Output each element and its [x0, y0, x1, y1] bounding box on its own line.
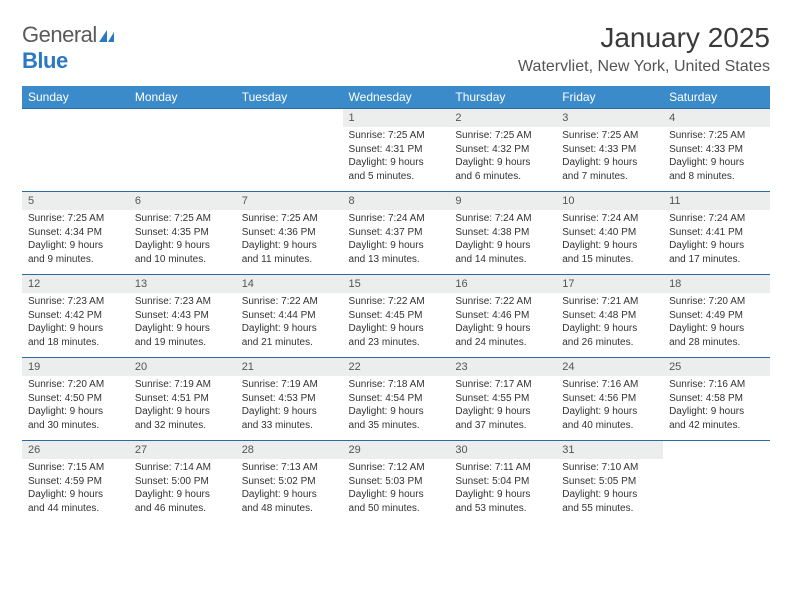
day-number: [663, 441, 770, 460]
daynum-row: 19202122232425: [22, 358, 770, 377]
day-detail: [236, 127, 343, 192]
col-mon: Monday: [129, 86, 236, 109]
day-number: 19: [22, 358, 129, 377]
daynum-row: 12131415161718: [22, 275, 770, 294]
col-wed: Wednesday: [343, 86, 450, 109]
day-detail: Sunrise: 7:14 AMSunset: 5:00 PMDaylight:…: [129, 459, 236, 523]
day-number: 1: [343, 109, 450, 128]
day-detail: Sunrise: 7:22 AMSunset: 4:45 PMDaylight:…: [343, 293, 450, 358]
day-detail: Sunrise: 7:16 AMSunset: 4:56 PMDaylight:…: [556, 376, 663, 441]
day-number: 20: [129, 358, 236, 377]
detail-row: Sunrise: 7:25 AMSunset: 4:34 PMDaylight:…: [22, 210, 770, 275]
day-detail: Sunrise: 7:16 AMSunset: 4:58 PMDaylight:…: [663, 376, 770, 441]
logo: General Blue: [22, 22, 117, 74]
logo-text: General Blue: [22, 22, 117, 74]
col-sun: Sunday: [22, 86, 129, 109]
day-detail: Sunrise: 7:24 AMSunset: 4:40 PMDaylight:…: [556, 210, 663, 275]
day-number: 24: [556, 358, 663, 377]
day-detail: Sunrise: 7:21 AMSunset: 4:48 PMDaylight:…: [556, 293, 663, 358]
header-bar: General Blue January 2025 Watervliet, Ne…: [22, 22, 770, 76]
col-fri: Friday: [556, 86, 663, 109]
day-number: 23: [449, 358, 556, 377]
day-number: 2: [449, 109, 556, 128]
detail-row: Sunrise: 7:25 AMSunset: 4:31 PMDaylight:…: [22, 127, 770, 192]
day-number: 22: [343, 358, 450, 377]
day-number: 10: [556, 192, 663, 211]
day-detail: [129, 127, 236, 192]
day-number: 13: [129, 275, 236, 294]
col-sat: Saturday: [663, 86, 770, 109]
day-number: 9: [449, 192, 556, 211]
day-detail: Sunrise: 7:25 AMSunset: 4:35 PMDaylight:…: [129, 210, 236, 275]
day-detail: Sunrise: 7:17 AMSunset: 4:55 PMDaylight:…: [449, 376, 556, 441]
day-number: 6: [129, 192, 236, 211]
day-number: 27: [129, 441, 236, 460]
day-number: 25: [663, 358, 770, 377]
detail-row: Sunrise: 7:15 AMSunset: 4:59 PMDaylight:…: [22, 459, 770, 523]
day-detail: Sunrise: 7:20 AMSunset: 4:49 PMDaylight:…: [663, 293, 770, 358]
month-title: January 2025: [518, 22, 770, 54]
day-detail: [663, 459, 770, 523]
day-number: 3: [556, 109, 663, 128]
logo-part1: General: [22, 22, 97, 47]
day-detail: Sunrise: 7:25 AMSunset: 4:36 PMDaylight:…: [236, 210, 343, 275]
day-detail: Sunrise: 7:19 AMSunset: 4:53 PMDaylight:…: [236, 376, 343, 441]
day-detail: Sunrise: 7:25 AMSunset: 4:33 PMDaylight:…: [663, 127, 770, 192]
detail-row: Sunrise: 7:23 AMSunset: 4:42 PMDaylight:…: [22, 293, 770, 358]
day-detail: [22, 127, 129, 192]
day-detail: Sunrise: 7:12 AMSunset: 5:03 PMDaylight:…: [343, 459, 450, 523]
day-number: 11: [663, 192, 770, 211]
calendar-body: 1234Sunrise: 7:25 AMSunset: 4:31 PMDayli…: [22, 109, 770, 524]
day-detail: Sunrise: 7:24 AMSunset: 4:37 PMDaylight:…: [343, 210, 450, 275]
day-number: [236, 109, 343, 128]
day-detail: Sunrise: 7:22 AMSunset: 4:44 PMDaylight:…: [236, 293, 343, 358]
detail-row: Sunrise: 7:20 AMSunset: 4:50 PMDaylight:…: [22, 376, 770, 441]
day-number: 4: [663, 109, 770, 128]
location-text: Watervliet, New York, United States: [518, 58, 770, 76]
day-number: 8: [343, 192, 450, 211]
day-number: 5: [22, 192, 129, 211]
day-detail: Sunrise: 7:15 AMSunset: 4:59 PMDaylight:…: [22, 459, 129, 523]
logo-part2: Blue: [22, 48, 68, 73]
day-number: [129, 109, 236, 128]
day-number: [22, 109, 129, 128]
day-number: 29: [343, 441, 450, 460]
day-number: 18: [663, 275, 770, 294]
day-detail: Sunrise: 7:22 AMSunset: 4:46 PMDaylight:…: [449, 293, 556, 358]
day-detail: Sunrise: 7:24 AMSunset: 4:41 PMDaylight:…: [663, 210, 770, 275]
day-detail: Sunrise: 7:10 AMSunset: 5:05 PMDaylight:…: [556, 459, 663, 523]
logo-sail-icon: [98, 29, 116, 43]
day-number: 21: [236, 358, 343, 377]
daynum-row: 567891011: [22, 192, 770, 211]
daynum-row: 1234: [22, 109, 770, 128]
col-tue: Tuesday: [236, 86, 343, 109]
day-detail: Sunrise: 7:13 AMSunset: 5:02 PMDaylight:…: [236, 459, 343, 523]
calendar-table: Sunday Monday Tuesday Wednesday Thursday…: [22, 86, 770, 523]
day-number: 15: [343, 275, 450, 294]
day-detail: Sunrise: 7:25 AMSunset: 4:34 PMDaylight:…: [22, 210, 129, 275]
daynum-row: 262728293031: [22, 441, 770, 460]
day-header-row: Sunday Monday Tuesday Wednesday Thursday…: [22, 86, 770, 109]
day-detail: Sunrise: 7:23 AMSunset: 4:43 PMDaylight:…: [129, 293, 236, 358]
day-number: 30: [449, 441, 556, 460]
day-detail: Sunrise: 7:20 AMSunset: 4:50 PMDaylight:…: [22, 376, 129, 441]
day-number: 16: [449, 275, 556, 294]
col-thu: Thursday: [449, 86, 556, 109]
day-detail: Sunrise: 7:19 AMSunset: 4:51 PMDaylight:…: [129, 376, 236, 441]
day-detail: Sunrise: 7:18 AMSunset: 4:54 PMDaylight:…: [343, 376, 450, 441]
day-detail: Sunrise: 7:25 AMSunset: 4:31 PMDaylight:…: [343, 127, 450, 192]
title-block: January 2025 Watervliet, New York, Unite…: [518, 22, 770, 76]
day-number: 17: [556, 275, 663, 294]
day-number: 7: [236, 192, 343, 211]
day-detail: Sunrise: 7:11 AMSunset: 5:04 PMDaylight:…: [449, 459, 556, 523]
day-number: 31: [556, 441, 663, 460]
day-number: 26: [22, 441, 129, 460]
day-detail: Sunrise: 7:25 AMSunset: 4:32 PMDaylight:…: [449, 127, 556, 192]
day-detail: Sunrise: 7:24 AMSunset: 4:38 PMDaylight:…: [449, 210, 556, 275]
day-number: 28: [236, 441, 343, 460]
day-number: 14: [236, 275, 343, 294]
day-number: 12: [22, 275, 129, 294]
day-detail: Sunrise: 7:25 AMSunset: 4:33 PMDaylight:…: [556, 127, 663, 192]
day-detail: Sunrise: 7:23 AMSunset: 4:42 PMDaylight:…: [22, 293, 129, 358]
